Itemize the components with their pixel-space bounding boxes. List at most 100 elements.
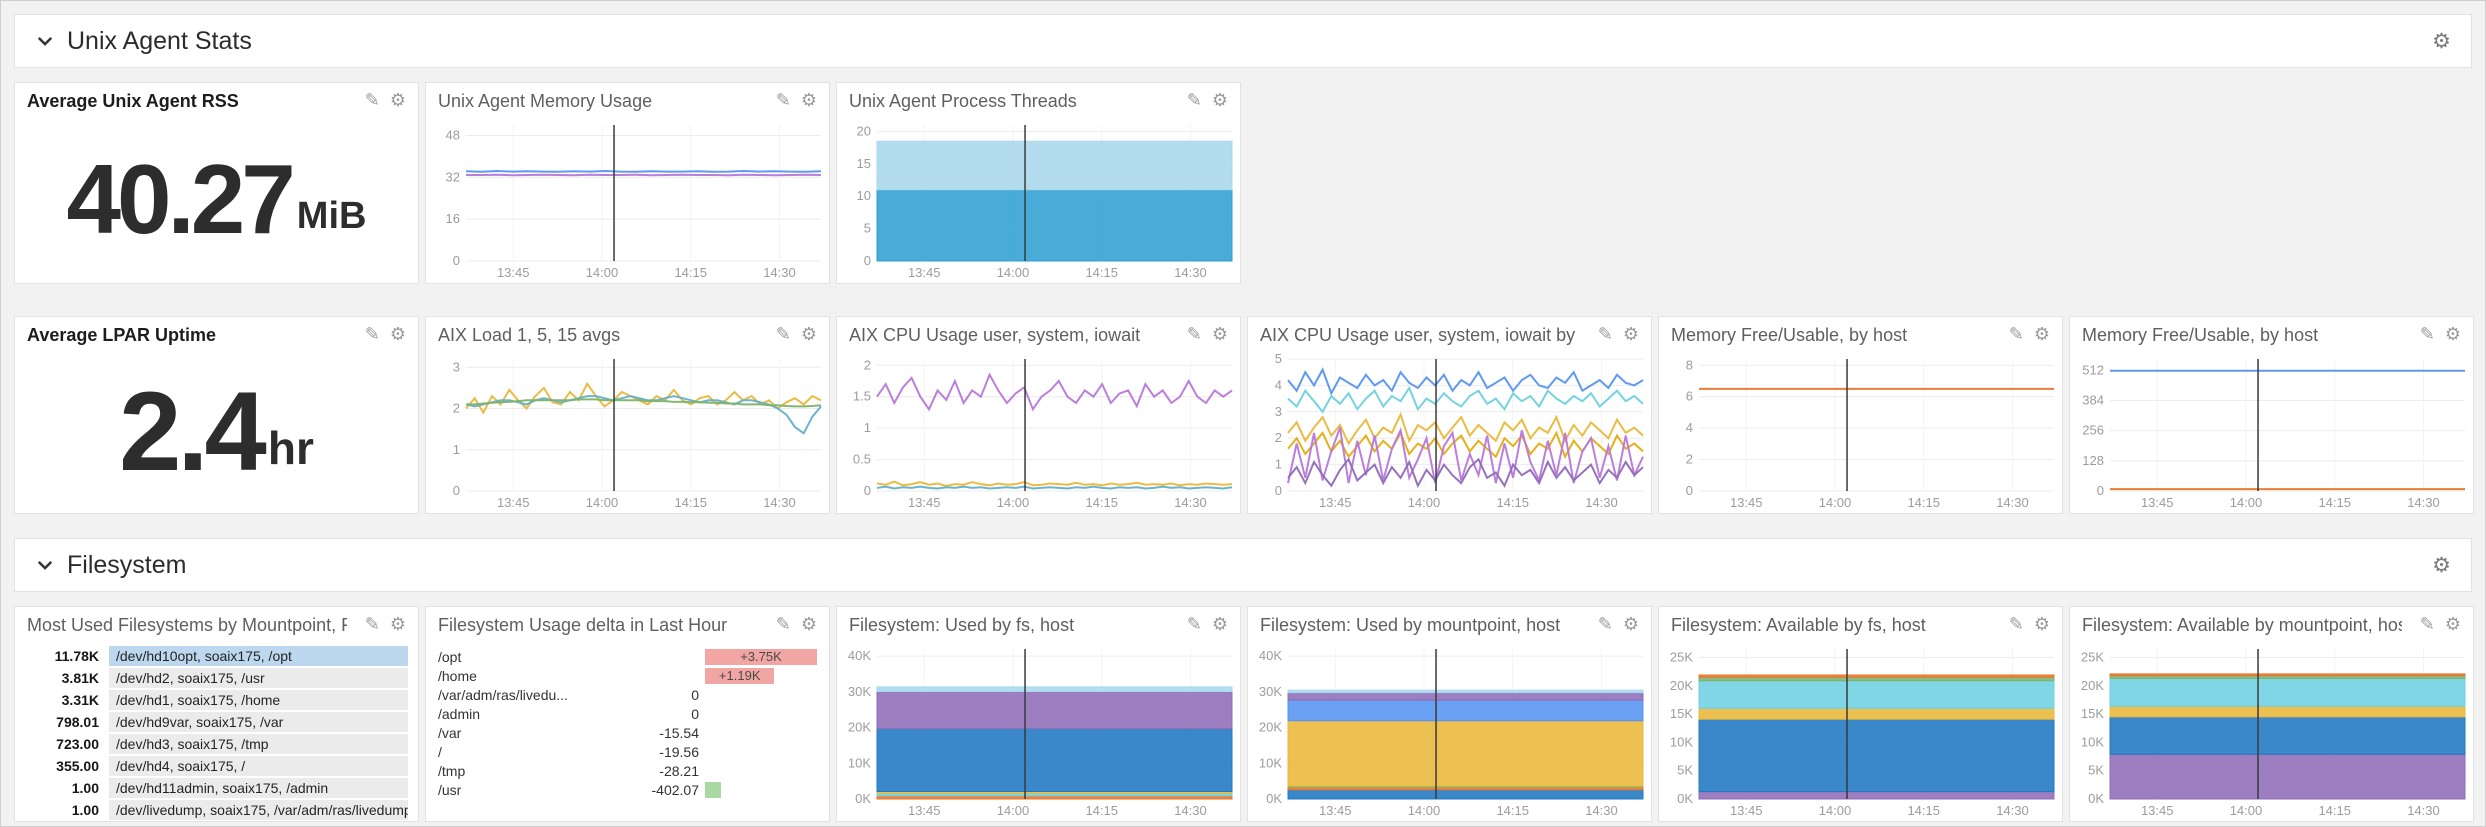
edit-icon[interactable]: ✎ [364,614,380,634]
panel-title[interactable]: Filesystem Usage delta in Last Hour [438,615,728,635]
table-row: 1.00 /dev/hd11admin, soaix175, /admin [21,777,408,798]
svg-text:14:30: 14:30 [763,495,796,510]
gear-icon[interactable]: ⚙ [1211,90,1228,110]
panel-title[interactable]: AIX Load 1, 5, 15 avgs [438,325,621,345]
svg-text:3: 3 [1275,404,1282,419]
svg-text:14:15: 14:15 [2318,495,2351,510]
section-gear-icon[interactable]: ⚙ [2432,553,2451,577]
edit-icon[interactable]: ✎ [2419,324,2435,344]
svg-text:13:45: 13:45 [1730,803,1763,818]
svg-text:13:45: 13:45 [1730,495,1763,510]
edit-icon[interactable]: ✎ [364,90,380,110]
list-item: /opt +3.75K [438,647,817,666]
panel-title[interactable]: Unix Agent Memory Usage [438,91,653,111]
delta-label: /usr [438,781,462,798]
svg-text:20K: 20K [1670,678,1693,693]
svg-text:14:15: 14:15 [1907,803,1940,818]
panel-unix-agent-process-threads: Unix Agent Process Threads ✎ ⚙ 0 5 10 15 20 1… [836,82,1241,284]
svg-text:0K: 0K [1677,791,1693,806]
gear-icon[interactable]: ⚙ [2033,324,2050,344]
timeseries-chart[interactable]: 0 128 256 384 512 13:45 14:00 14:15 14:30 [2070,351,2473,513]
panel-title[interactable]: Average Unix Agent RSS [27,91,239,111]
edit-icon[interactable]: ✎ [775,324,791,344]
section-title[interactable]: Unix Agent Stats [67,26,252,55]
panel-title[interactable]: Average LPAR Uptime [27,325,217,345]
panel-title[interactable]: Filesystem: Used by fs, host [849,615,1075,635]
gear-icon[interactable]: ⚙ [800,614,817,634]
gear-icon[interactable]: ⚙ [800,324,817,344]
panel-average-lpar-uptime: Average LPAR Uptime ✎ ⚙ 2.4 hr [14,316,419,514]
panel-title[interactable]: Unix Agent Process Threads [849,91,1077,111]
panel-title[interactable]: Filesystem: Used by mountpoint, host [1260,615,1561,635]
stat-unit: hr [267,421,314,474]
gear-icon[interactable]: ⚙ [2033,614,2050,634]
section-gear-icon[interactable]: ⚙ [2432,29,2451,53]
panel-filesystem-usage-delta: Filesystem Usage delta in Last Hour ✎ ⚙ … [425,606,830,822]
svg-text:32: 32 [446,169,460,184]
edit-icon[interactable]: ✎ [1186,324,1202,344]
panel-most-used-filesystems: Most Used Filesystems by Mountpoint, Fil… [14,606,419,822]
edit-icon[interactable]: ✎ [1597,614,1613,634]
list-item: /var/adm/ras/livedu... 0 [438,685,817,704]
timeseries-chart[interactable]: 0 0.5 1 1.5 2 13:45 14:00 14:15 14:30 [837,351,1240,513]
svg-text:128: 128 [2082,453,2104,468]
edit-icon[interactable]: ✎ [2419,614,2435,634]
edit-icon[interactable]: ✎ [2008,324,2024,344]
edit-icon[interactable]: ✎ [1186,90,1202,110]
edit-icon[interactable]: ✎ [1597,324,1613,344]
edit-icon[interactable]: ✎ [364,324,380,344]
panel-title[interactable]: Filesystem: Available by fs, host [1671,615,1926,635]
gear-icon[interactable]: ⚙ [1211,324,1228,344]
timeseries-chart[interactable]: 0 16 32 48 13:45 14:00 14:15 14:30 [426,117,829,283]
chevron-down-icon[interactable] [35,555,55,575]
svg-text:16: 16 [446,211,460,226]
svg-text:4: 4 [1275,377,1282,392]
panel-title[interactable]: Filesystem: Available by mountpoint, hos… [2082,615,2402,635]
svg-text:20K: 20K [848,720,871,735]
delta-bar-zone [705,725,817,741]
svg-text:5K: 5K [2088,763,2104,778]
stacked-area-chart[interactable]: 0K 5K 10K 15K 20K 25K 13:45 14:00 14:15 14:30 [1659,641,2062,821]
gear-icon[interactable]: ⚙ [1211,614,1228,634]
svg-text:10K: 10K [1670,734,1693,749]
panel-title[interactable]: Memory Free/Usable, by host [1671,325,1908,345]
svg-text:14:15: 14:15 [2318,803,2351,818]
edit-icon[interactable]: ✎ [775,614,791,634]
stacked-area-chart[interactable]: 0K 10K 20K 30K 40K 13:45 14:00 14:15 14:30 [1248,641,1651,821]
svg-text:0: 0 [453,253,460,268]
timeseries-chart[interactable]: 0 1 2 3 4 5 13:45 14:00 14:15 14:30 [1248,351,1651,513]
timeseries-chart[interactable]: 0 2 4 6 8 13:45 14:00 14:15 14:30 [1659,351,2062,513]
delta-label: / [438,743,442,760]
section-title[interactable]: Filesystem [67,550,187,579]
chevron-down-icon[interactable] [35,31,55,51]
panel-title[interactable]: AIX CPU Usage user, system, iowait by ho… [1260,325,1580,345]
delta-value: -19.56 [659,743,699,760]
gear-icon[interactable]: ⚙ [389,614,406,634]
gear-icon[interactable]: ⚙ [389,324,406,344]
panel-title[interactable]: Most Used Filesystems by Mountpoint, Fil… [27,615,347,635]
timeseries-chart[interactable]: 0 1 2 3 13:45 14:00 14:15 14:30 [426,351,829,513]
edit-icon[interactable]: ✎ [1186,614,1202,634]
panel-title[interactable]: AIX CPU Usage user, system, iowait [849,325,1141,345]
svg-text:30K: 30K [1259,684,1282,699]
gear-icon[interactable]: ⚙ [389,90,406,110]
gear-icon[interactable]: ⚙ [800,90,817,110]
svg-text:10: 10 [857,188,871,203]
edit-icon[interactable]: ✎ [775,90,791,110]
stat-value: 2.4 [119,369,267,495]
panel-title[interactable]: Memory Free/Usable, by host [2082,325,2319,345]
svg-text:0: 0 [1686,483,1693,498]
section-header-filesystem: Filesystem ⚙ [14,538,2472,592]
svg-text:20K: 20K [2081,678,2104,693]
stacked-area-chart[interactable]: 0 5 10 15 20 13:45 14:00 14:15 14:30 [837,117,1240,283]
gear-icon[interactable]: ⚙ [1622,614,1639,634]
gear-icon[interactable]: ⚙ [2444,324,2461,344]
svg-text:14:00: 14:00 [586,495,619,510]
stacked-area-chart[interactable]: 0K 10K 20K 30K 40K 13:45 14:00 14:15 14:30 [837,641,1240,821]
edit-icon[interactable]: ✎ [2008,614,2024,634]
svg-text:0K: 0K [1266,791,1282,806]
stacked-area-chart[interactable]: 0K 5K 10K 15K 20K 25K 13:45 14:00 14:15 14:30 [2070,641,2473,821]
gear-icon[interactable]: ⚙ [1622,324,1639,344]
table-cell-value: 11.78K [54,647,99,664]
gear-icon[interactable]: ⚙ [2444,614,2461,634]
